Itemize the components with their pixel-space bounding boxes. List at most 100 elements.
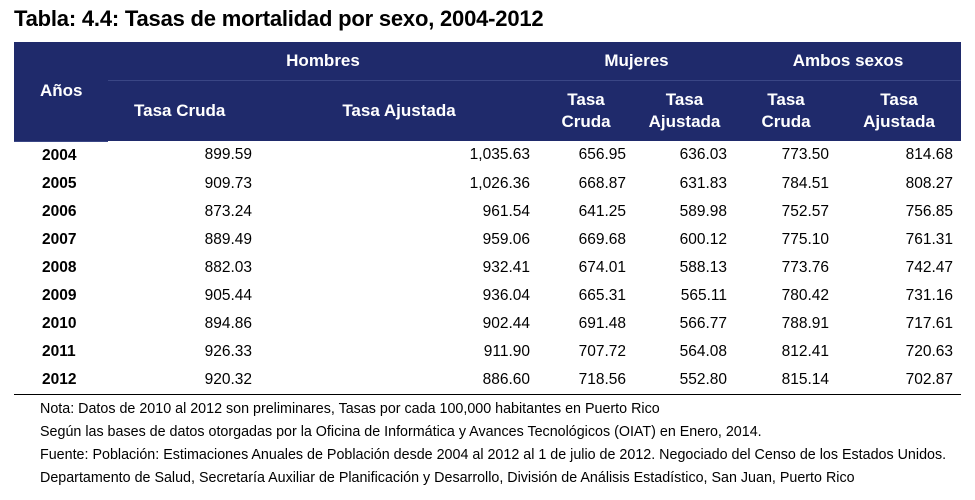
cell-hombres-tasa-ajustada: 959.06 xyxy=(482,230,530,248)
header-group-ambos-sexos: Ambos sexos xyxy=(735,42,962,81)
note-line: Departamento de Salud, Secretaría Auxili… xyxy=(40,470,855,486)
header-hombres-tasa-cruda: Tasa Cruda xyxy=(108,80,260,141)
cell-mujeres-tasa-cruda: 656.95 xyxy=(578,146,626,164)
cell-year: 2010 xyxy=(42,314,77,332)
cell-ambos-tasa-cruda: 752.57 xyxy=(781,202,829,220)
cell-ambos-tasa-cruda: 775.10 xyxy=(781,230,829,248)
cell-mujeres-tasa-ajustada: 636.03 xyxy=(679,146,727,164)
header-group-mujeres: Mujeres xyxy=(538,42,735,81)
header-ambos-tasa-cruda: Tasa Cruda xyxy=(735,80,837,141)
cell-ambos-tasa-cruda: 815.14 xyxy=(735,365,837,395)
header-mujeres-tasa-cruda: Tasa Cruda xyxy=(538,80,634,141)
cell-mujeres-tasa-ajustada: 588.13 xyxy=(679,258,727,276)
header-line: Tasa xyxy=(665,90,704,109)
mortality-table: Años Hombres Mujeres Ambos sexos Tasa Cr… xyxy=(14,42,962,395)
cell-hombres-tasa-cruda: 899.59 xyxy=(204,146,252,164)
header-mujeres-tasa-ajustada: Tasa Ajustada xyxy=(634,80,735,141)
cell-ambos-tasa-ajustada: 814.68 xyxy=(905,146,954,164)
header-hombres-tasa-ajustada: Tasa Ajustada xyxy=(260,80,538,141)
cell-hombres-tasa-ajustada: 1,035.63 xyxy=(469,146,530,164)
cell-mujeres-tasa-cruda: 707.72 xyxy=(578,342,626,360)
table-row: 2009 905.44 936.04 665.31 565.11 780.42 731.16 xyxy=(14,282,961,310)
cell-mujeres-tasa-cruda: 665.31 xyxy=(578,286,626,304)
header-line: Tasa xyxy=(767,90,805,109)
cell-ambos-tasa-ajustada: 756.85 xyxy=(905,202,954,220)
cell-hombres-tasa-ajustada: 936.04 xyxy=(482,286,530,304)
table-row: 2007 889.49 959.06 669.68 600.12 775.10 761.31 xyxy=(14,226,961,254)
cell-year: 2006 xyxy=(42,202,77,220)
header-line: Cruda xyxy=(761,112,811,131)
header-line: Cruda xyxy=(561,112,611,131)
cell-mujeres-tasa-ajustada: 565.11 xyxy=(680,286,727,304)
cell-ambos-tasa-ajustada: 808.27 xyxy=(905,174,954,192)
cell-ambos-tasa-cruda: 773.76 xyxy=(781,258,829,276)
cell-year: 2008 xyxy=(42,258,77,276)
cell-hombres-tasa-cruda: 905.44 xyxy=(204,286,252,304)
cell-hombres-tasa-cruda: 894.86 xyxy=(204,314,252,332)
header-line: Tasa xyxy=(880,90,918,109)
cell-hombres-tasa-cruda: 926.33 xyxy=(204,342,252,360)
cell-mujeres-tasa-ajustada: 552.80 xyxy=(634,365,735,395)
cell-ambos-tasa-ajustada: 731.16 xyxy=(905,286,954,304)
note-line: Fuente: Población: Estimaciones Anuales … xyxy=(40,447,947,463)
header-group-hombres: Hombres xyxy=(108,42,538,81)
cell-ambos-tasa-cruda: 780.42 xyxy=(781,286,829,304)
cell-year: 2011 xyxy=(42,342,76,360)
cell-ambos-tasa-cruda: 784.51 xyxy=(781,174,829,192)
cell-hombres-tasa-cruda: 882.03 xyxy=(204,258,252,276)
table-row: 2008 882.03 932.41 674.01 588.13 773.76 742.47 xyxy=(14,254,961,282)
table-body: 2004 899.59 1,035.63 656.95 636.03 773.50 814.… xyxy=(14,141,962,395)
table-title: Tabla: 4.4: Tasas de mortalidad por sexo… xyxy=(14,6,544,31)
cell-hombres-tasa-cruda: 909.73 xyxy=(204,174,252,192)
cell-mujeres-tasa-ajustada: 589.98 xyxy=(679,202,727,220)
table-row: 2005 909.73 1,026.36 668.87 631.83 784.51 808.… xyxy=(14,170,961,198)
cell-hombres-tasa-ajustada: 902.44 xyxy=(482,314,530,332)
header-line: Ajustada xyxy=(648,112,721,131)
cell-ambos-tasa-cruda: 773.50 xyxy=(781,146,829,164)
cell-mujeres-tasa-cruda: 718.56 xyxy=(538,365,634,395)
table-row: 2006 873.24 961.54 641.25 589.98 752.57 756.85 xyxy=(14,198,961,226)
table-row: 2004 899.59 1,035.63 656.95 636.03 773.50 814.… xyxy=(14,141,961,170)
note-line: Nota: Datos de 2010 al 2012 son prelimin… xyxy=(40,401,660,417)
cell-mujeres-tasa-cruda: 668.87 xyxy=(578,174,626,192)
cell-hombres-tasa-cruda: 873.24 xyxy=(204,202,252,220)
cell-mujeres-tasa-cruda: 674.01 xyxy=(578,258,626,276)
table-header: Años Hombres Mujeres Ambos sexos Tasa Cr… xyxy=(14,42,962,142)
cell-ambos-tasa-ajustada: 717.61 xyxy=(905,314,954,332)
header-years: Años xyxy=(14,42,108,142)
cell-mujeres-tasa-ajustada: 564.08 xyxy=(679,342,727,360)
header-ambos-tasa-ajustada: Tasa Ajustada xyxy=(837,80,962,141)
cell-hombres-tasa-ajustada: 961.54 xyxy=(482,202,530,220)
table-row: 2011 926.33 911.90 707.72 564.08 812.41 720.63 xyxy=(14,338,961,366)
table-row: 2010 894.86 902.44 691.48 566.77 788.91 717.61 xyxy=(14,310,961,338)
cell-hombres-tasa-cruda: 920.32 xyxy=(108,365,260,395)
cell-mujeres-tasa-cruda: 691.48 xyxy=(578,314,626,332)
table-notes: Nota: Datos de 2010 al 2012 son prelimin… xyxy=(40,398,946,490)
cell-year: 2007 xyxy=(42,230,77,248)
cell-ambos-tasa-cruda: 788.91 xyxy=(781,314,829,332)
cell-ambos-tasa-ajustada: 761.31 xyxy=(905,230,954,248)
cell-mujeres-tasa-ajustada: 566.77 xyxy=(679,314,727,332)
header-line: Tasa xyxy=(567,90,605,109)
cell-year: 2012 xyxy=(14,365,108,395)
cell-year: 2005 xyxy=(42,174,77,192)
cell-mujeres-tasa-cruda: 669.68 xyxy=(578,230,626,248)
cell-ambos-tasa-ajustada: 720.63 xyxy=(905,342,954,360)
cell-ambos-tasa-ajustada: 742.47 xyxy=(905,258,954,276)
cell-hombres-tasa-ajustada: 886.60 xyxy=(260,365,538,395)
cell-year: 2004 xyxy=(42,146,77,164)
table-row: 2012 920.32 886.60 718.56 552.80 815.14 702.87 xyxy=(14,365,962,395)
cell-hombres-tasa-ajustada: 911.90 xyxy=(483,342,530,360)
mortality-table-container: Años Hombres Mujeres Ambos sexos Tasa Cr… xyxy=(14,42,962,395)
cell-mujeres-tasa-cruda: 641.25 xyxy=(578,202,626,220)
header-line: Ajustada xyxy=(863,112,935,131)
cell-year: 2009 xyxy=(42,286,77,304)
cell-ambos-tasa-ajustada: 702.87 xyxy=(837,365,962,395)
cell-hombres-tasa-ajustada: 932.41 xyxy=(482,258,530,276)
cell-mujeres-tasa-ajustada: 631.83 xyxy=(679,174,727,192)
cell-ambos-tasa-cruda: 812.41 xyxy=(781,342,829,360)
note-line: Según las bases de datos otorgadas por l… xyxy=(40,424,762,440)
cell-mujeres-tasa-ajustada: 600.12 xyxy=(679,230,727,248)
cell-hombres-tasa-cruda: 889.49 xyxy=(204,230,252,248)
cell-hombres-tasa-ajustada: 1,026.36 xyxy=(469,174,530,192)
